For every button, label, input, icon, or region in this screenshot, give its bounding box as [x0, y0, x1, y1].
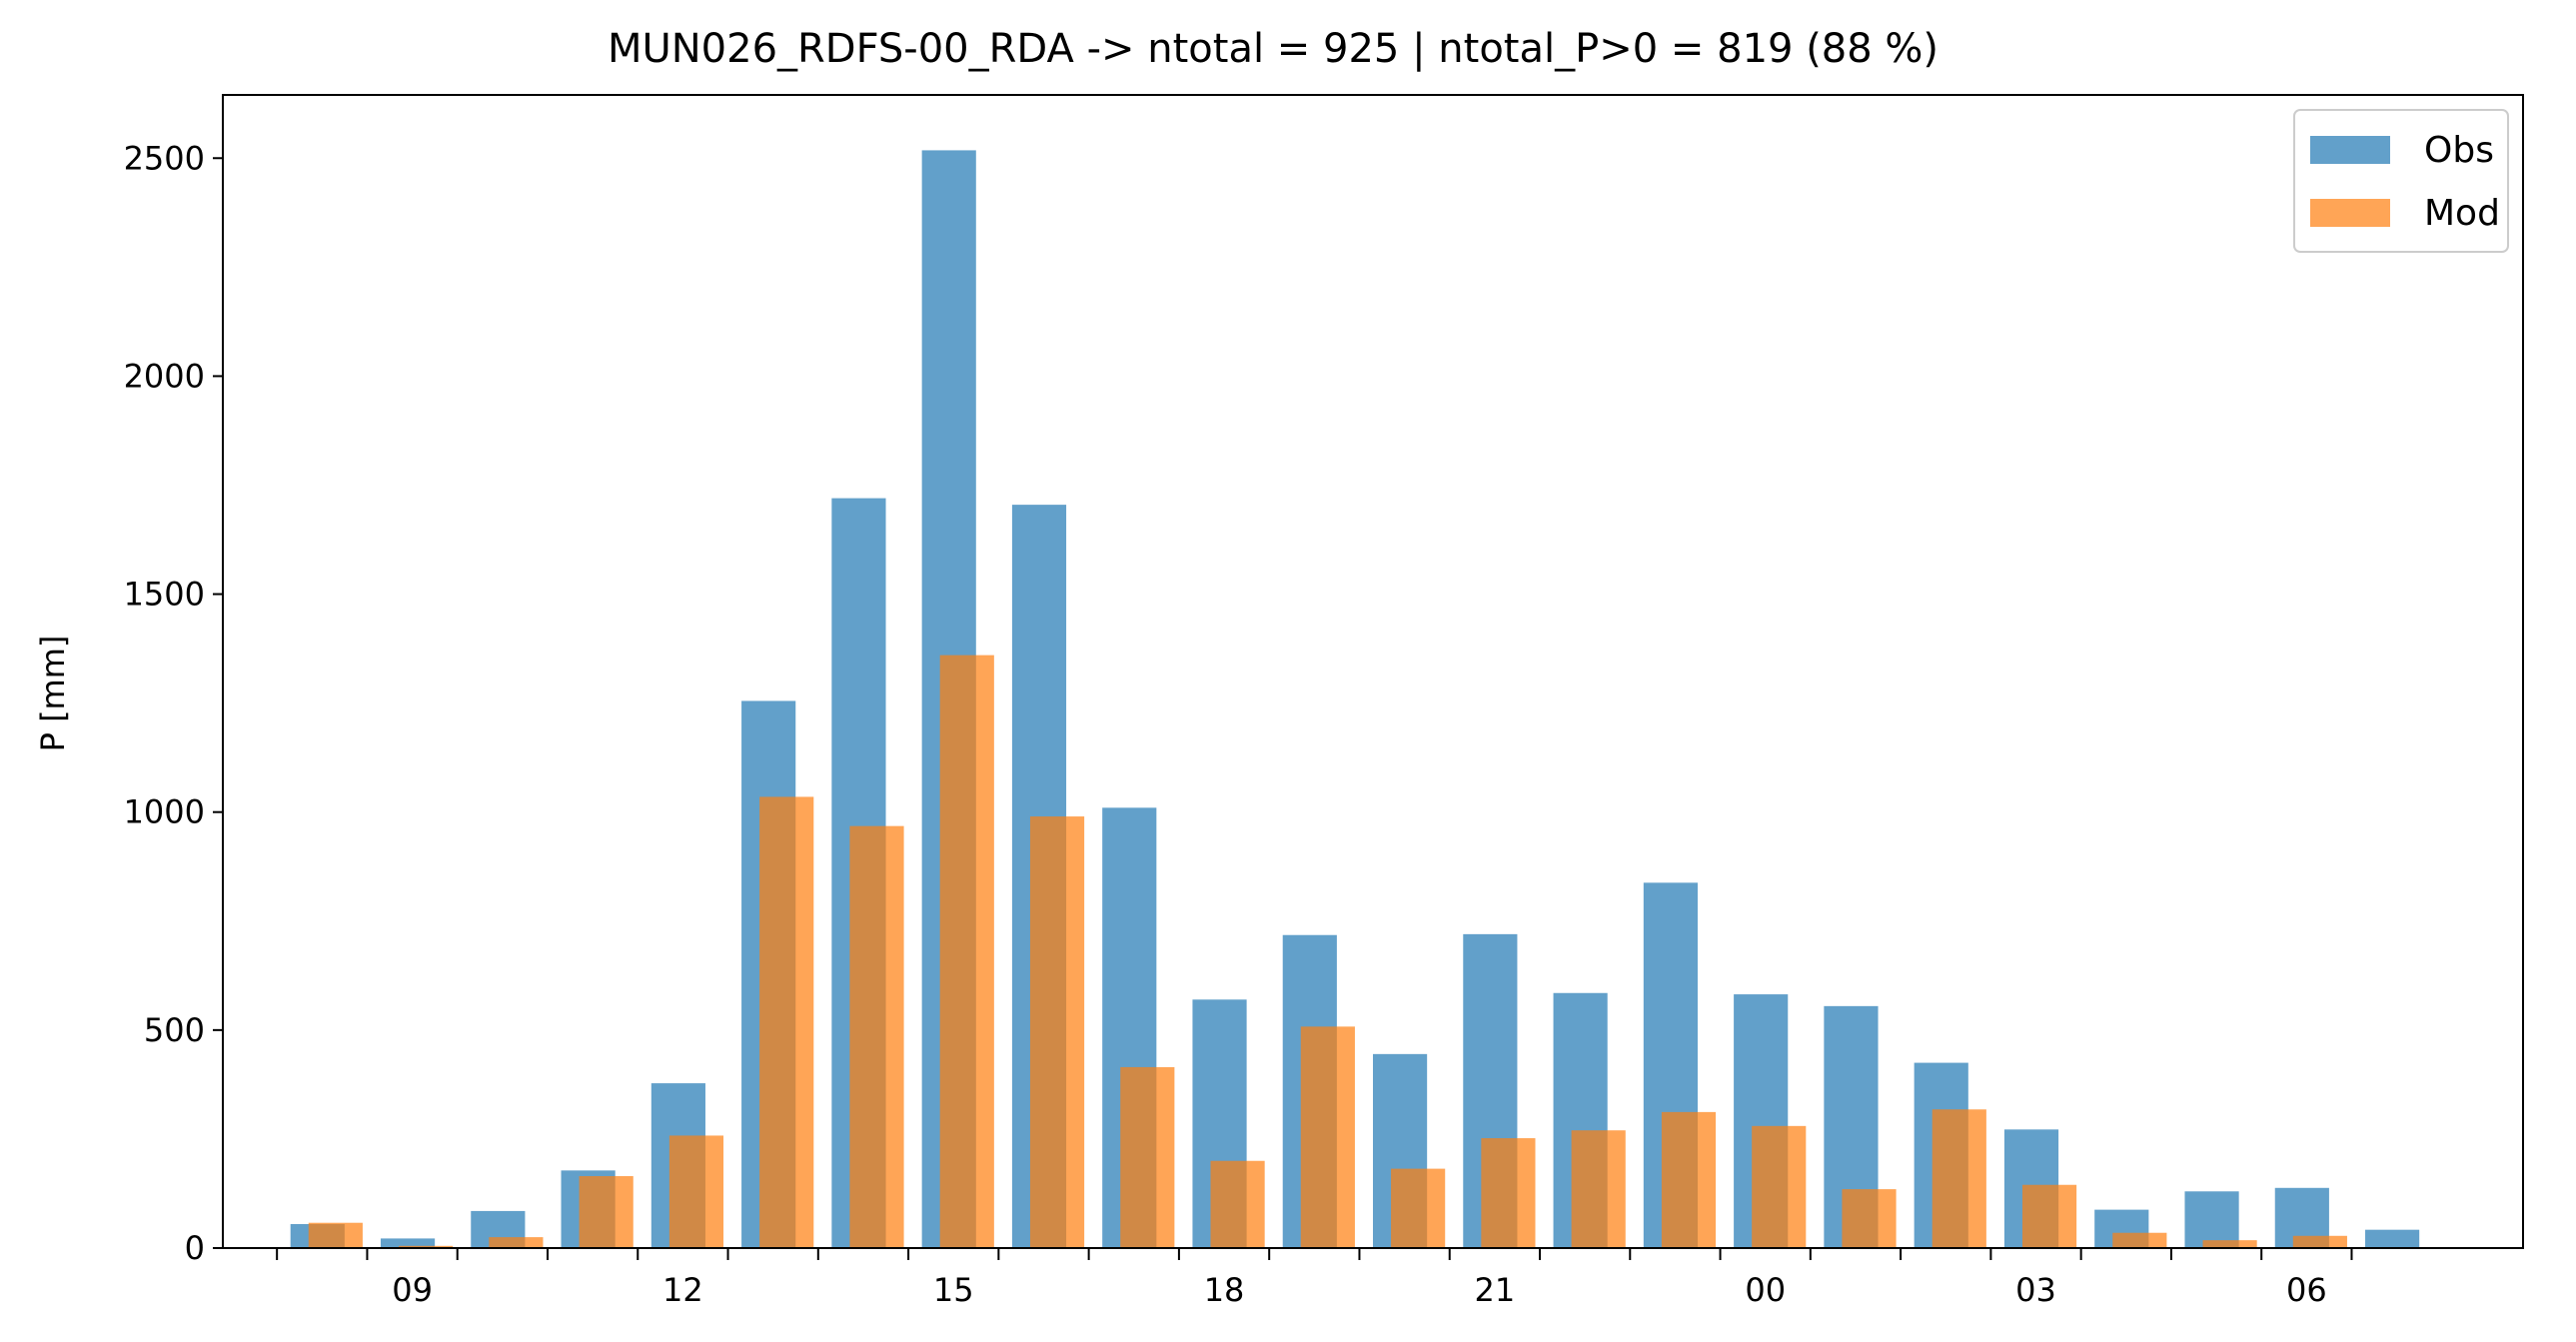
bar-mod	[668, 1135, 724, 1248]
bar-mod	[1391, 1168, 1446, 1248]
y-tick-label: 1000	[124, 793, 205, 831]
bar-mod	[1752, 1125, 1807, 1248]
bar-mod	[489, 1237, 544, 1248]
y-tick-label: 500	[144, 1011, 205, 1049]
bar-mod	[308, 1222, 363, 1248]
bar-mod	[939, 655, 994, 1248]
y-tick-label: 0	[185, 1229, 205, 1267]
y-tick-label: 1500	[124, 576, 205, 614]
bar-mod	[1029, 816, 1085, 1248]
bar-obs	[380, 1238, 436, 1248]
legend-label-obs: Obs	[2424, 130, 2494, 171]
legend-label-mod: Mod	[2424, 193, 2500, 234]
x-tick-label: 21	[1475, 1271, 1516, 1309]
y-tick-label: 2500	[124, 139, 205, 177]
x-tick-label: 03	[2015, 1271, 2056, 1309]
bar-mod	[849, 825, 904, 1248]
x-axis-ticks: 09 12 15 18 21 00 03 06	[276, 1248, 2353, 1309]
legend-swatch-mod	[2310, 199, 2390, 227]
bar-mod	[1481, 1138, 1536, 1248]
x-tick-label: 00	[1745, 1271, 1786, 1309]
bar-mod	[2202, 1240, 2257, 1248]
bar-mod	[759, 796, 814, 1248]
bar-mod	[2021, 1184, 2077, 1248]
x-tick-label: 15	[933, 1271, 974, 1309]
bar-mod	[399, 1245, 454, 1248]
bar-mod	[579, 1176, 634, 1248]
x-tick-label: 12	[662, 1271, 703, 1309]
plot-frame	[222, 94, 2524, 1249]
y-axis-label: P [mm]	[34, 636, 72, 752]
bar-mod	[1571, 1130, 1626, 1248]
bar-mod	[2292, 1235, 2347, 1248]
bar-obs	[2365, 1229, 2420, 1248]
legend: Obs Mod	[2293, 109, 2509, 253]
bar-mod	[1661, 1111, 1717, 1248]
x-tick-label: 18	[1204, 1271, 1245, 1309]
bar-mod	[1210, 1160, 1265, 1248]
bar-mod	[1120, 1066, 1175, 1248]
y-tick-label: 2000	[124, 357, 205, 395]
bar-mod	[1300, 1026, 1355, 1248]
bar-mod	[1932, 1109, 1986, 1248]
bar-mod	[2112, 1232, 2167, 1248]
legend-swatch-obs	[2310, 136, 2390, 164]
mod-bars	[308, 655, 2347, 1248]
bar-mod	[1842, 1189, 1897, 1248]
y-axis-ticks: 0 500 1000 1500 2000 2500	[124, 139, 223, 1267]
x-tick-label: 09	[392, 1271, 433, 1309]
bar-obs	[2184, 1191, 2239, 1248]
x-tick-label: 06	[2286, 1271, 2327, 1309]
chart-title: MUN026_RDFS-00_RDA -> ntotal = 925 | nto…	[608, 26, 1938, 72]
